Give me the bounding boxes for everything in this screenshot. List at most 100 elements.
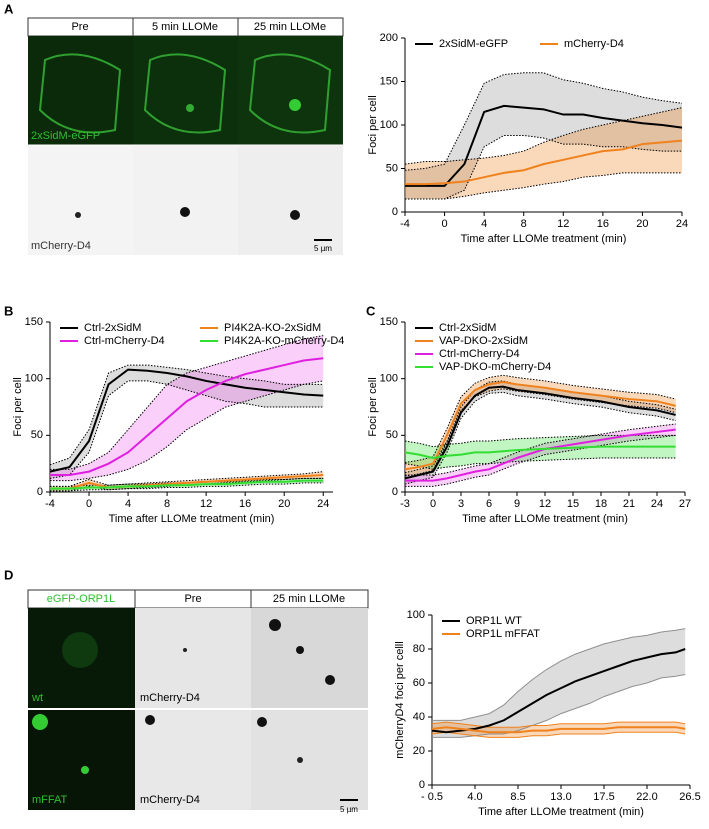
error-band bbox=[405, 380, 676, 485]
band-edge bbox=[405, 134, 682, 200]
image-header: eGFP-ORP1L bbox=[47, 593, 115, 605]
y-axis-label: mCherryD4 foci per celll bbox=[394, 641, 406, 758]
row-label: wt bbox=[31, 692, 43, 704]
series-line bbox=[50, 479, 324, 490]
x-tick-label: 27 bbox=[679, 498, 691, 510]
legend-label: Ctrl-2xSidM bbox=[84, 322, 141, 334]
panel-label: D bbox=[4, 567, 13, 582]
band-edge bbox=[49, 380, 324, 479]
series-line bbox=[50, 474, 324, 490]
band-edge bbox=[404, 434, 676, 448]
legend-label: Ctrl-mCherry-D4 bbox=[84, 335, 165, 347]
y-tick-label: 0 bbox=[392, 206, 398, 218]
band-edge bbox=[432, 628, 686, 721]
legend-label: VAP-DKO-mCherry-D4 bbox=[439, 361, 551, 373]
x-axis-label: Time after LLOMe treatment (min) bbox=[478, 806, 644, 818]
band-edge bbox=[404, 107, 683, 165]
x-tick-label: 4 bbox=[125, 498, 131, 510]
x-tick-label: 16 bbox=[597, 218, 609, 230]
image-header: Pre bbox=[71, 21, 88, 33]
x-tick-label: 20 bbox=[636, 218, 648, 230]
error-band bbox=[405, 72, 682, 199]
x-tick-label: 4 bbox=[481, 218, 487, 230]
x-tick-label: 8 bbox=[521, 218, 527, 230]
y-tick-label: 150 bbox=[380, 316, 398, 328]
x-tick-label: 24 bbox=[651, 498, 663, 510]
band-edge bbox=[404, 374, 676, 464]
channel-label: mCherry-D4 bbox=[140, 692, 200, 704]
y-tick-label: 60 bbox=[413, 677, 425, 689]
y-tick-label: 50 bbox=[386, 162, 398, 174]
x-tick-label: 16 bbox=[239, 498, 251, 510]
channel-label: mCherry-D4 bbox=[140, 794, 200, 806]
x-tick-label: 0 bbox=[442, 218, 448, 230]
legend-label: 2xSidM-eGFP bbox=[439, 38, 508, 50]
micrograph-grid: eGFP-ORP1L Pre 25 min LLOMe wt mFFAT mCh… bbox=[27, 589, 369, 814]
series-line bbox=[431, 726, 686, 734]
band-edge bbox=[405, 423, 676, 476]
y-tick-label: 100 bbox=[380, 373, 398, 385]
error-band bbox=[405, 375, 676, 477]
band-edge bbox=[405, 434, 676, 487]
legend-label: ORP1L mFFAT bbox=[466, 628, 540, 640]
x-tick-label: - 0.5 bbox=[421, 791, 443, 803]
band-edge bbox=[404, 391, 676, 485]
legend-label: Ctrl-2xSidM bbox=[439, 322, 496, 334]
series-line bbox=[404, 385, 676, 480]
x-tick-label: 24 bbox=[676, 218, 688, 230]
y-tick-label: 100 bbox=[25, 373, 43, 385]
panel-label: A bbox=[4, 1, 14, 16]
y-axis-label: Foci per cell bbox=[12, 377, 24, 436]
x-tick-label: 26.5 bbox=[679, 791, 700, 803]
y-tick-label: 100 bbox=[380, 119, 398, 131]
band-edge bbox=[431, 731, 686, 738]
x-axis-label: Time after LLOMe treatment (min) bbox=[462, 513, 628, 525]
x-tick-label: 3 bbox=[458, 498, 464, 510]
x-tick-label: 9 bbox=[514, 498, 520, 510]
x-tick-label: 17.5 bbox=[593, 791, 614, 803]
micrograph-grid: Pre 5 min LLOMe 25 min LLOMe 2xSidM-eGFP… bbox=[27, 17, 344, 255]
error-band bbox=[50, 365, 324, 479]
x-axis-label: Time after LLOMe treatment (min) bbox=[461, 233, 627, 245]
series-line bbox=[49, 368, 324, 473]
legend-label: ORP1L WT bbox=[466, 615, 522, 627]
series-line bbox=[405, 139, 683, 186]
band-edge bbox=[49, 364, 324, 466]
x-tick-label: 0 bbox=[86, 498, 92, 510]
image-header: 5 min LLOMe bbox=[152, 21, 218, 33]
x-tick-label: 22.0 bbox=[636, 791, 657, 803]
band-edge bbox=[404, 72, 683, 171]
y-tick-label: 0 bbox=[37, 486, 43, 498]
legend-label: mCherry-D4 bbox=[564, 38, 624, 50]
legend-label: PI4K2A-KO-2xSidM bbox=[224, 322, 321, 334]
x-tick-label: 21 bbox=[623, 498, 635, 510]
x-tick-label: -3 bbox=[400, 498, 410, 510]
y-axis-label: Foci per cell bbox=[367, 95, 379, 154]
y-tick-label: 40 bbox=[413, 711, 425, 723]
x-tick-label: 12 bbox=[539, 498, 551, 510]
x-tick-label: 15 bbox=[567, 498, 579, 510]
x-tick-label: 18 bbox=[595, 498, 607, 510]
channel-label: 2xSidM-eGFP bbox=[31, 130, 100, 142]
series-line bbox=[404, 445, 676, 460]
series-line bbox=[405, 428, 676, 482]
series-line bbox=[405, 104, 683, 187]
scale-bar-label: 5 µm bbox=[314, 244, 332, 253]
band-edge bbox=[431, 721, 686, 728]
image-header: Pre bbox=[184, 593, 201, 605]
x-tick-label: 6 bbox=[486, 498, 492, 510]
x-tick-label: 12 bbox=[557, 218, 569, 230]
y-tick-label: 20 bbox=[413, 745, 425, 757]
x-tick-label: 20 bbox=[278, 498, 290, 510]
chart: 0 20 40 60 80 100 - 0.5 4.0 8.5 13.0 17.5 22.0 26.5 T… bbox=[394, 609, 701, 818]
image-header: 25 min LLOMe bbox=[273, 593, 345, 605]
y-tick-label: 80 bbox=[413, 643, 425, 655]
row-label: mFFAT bbox=[32, 794, 68, 806]
band-edge bbox=[50, 471, 324, 487]
error-band bbox=[405, 435, 676, 470]
x-tick-label: 12 bbox=[200, 498, 212, 510]
